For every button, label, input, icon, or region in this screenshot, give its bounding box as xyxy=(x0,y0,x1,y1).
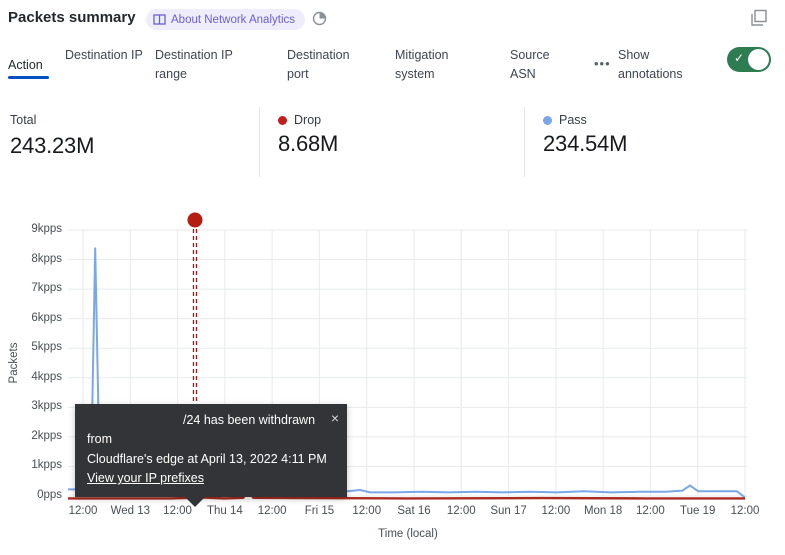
tab-destination-port[interactable]: Destination port xyxy=(287,48,350,81)
tab-action[interactable]: Action xyxy=(8,58,43,72)
stat-total: Total 243.23M xyxy=(10,113,94,159)
stat-total-value: 243.23M xyxy=(10,133,95,158)
about-badge-label: About Network Analytics xyxy=(171,13,296,26)
y-axis-label: Packets xyxy=(8,342,20,384)
annotation-text-line2: Cloudflare's edge at April 13, 2022 4:11… xyxy=(87,451,327,466)
toggle-knob xyxy=(748,49,769,70)
show-annotations-label: Show annotations xyxy=(618,48,683,81)
stat-divider xyxy=(259,107,260,177)
more-tabs-button[interactable]: ••• xyxy=(594,56,611,71)
annotation-tooltip: × /24 has been withdrawn from Cloudflare… xyxy=(75,404,347,507)
stat-pass-label: Pass xyxy=(559,113,587,127)
time-period-icon[interactable] xyxy=(312,11,327,31)
view-ip-prefixes-link[interactable]: View your IP prefixes xyxy=(87,471,204,486)
annotation-text-line1: /24 has been withdrawn from xyxy=(87,413,316,447)
check-icon: ✓ xyxy=(734,51,745,65)
close-icon[interactable]: × xyxy=(330,410,339,426)
about-network-analytics-badge[interactable]: About Network Analytics xyxy=(146,9,306,30)
tab-destination-ip-range[interactable]: Destination IP range xyxy=(155,48,233,81)
stat-pass: Pass 234.54M xyxy=(543,113,627,157)
tooltip-caret xyxy=(185,496,205,507)
drop-legend-dot xyxy=(278,115,287,125)
stat-drop-label: Drop xyxy=(294,113,322,127)
annotation-marker[interactable] xyxy=(187,212,203,228)
active-tab-underline xyxy=(8,76,49,79)
page-title: Packets summary xyxy=(8,9,136,26)
tab-destination-ip[interactable]: Destination IP xyxy=(65,48,143,62)
tab-mitigation-system[interactable]: Mitigation system xyxy=(395,48,449,81)
stat-pass-value: 234.54M xyxy=(543,131,628,156)
stat-drop: Drop 8.68M xyxy=(278,113,338,157)
expand-icon[interactable] xyxy=(750,9,768,32)
annotations-toggle[interactable]: ✓ xyxy=(727,47,771,72)
stat-drop-value: 8.68M xyxy=(278,131,339,156)
stat-total-label: Total xyxy=(10,113,37,127)
tab-source-asn[interactable]: Source ASN xyxy=(510,48,550,81)
book-icon xyxy=(153,14,166,25)
stat-divider xyxy=(524,107,525,177)
x-axis-label: Time (local) xyxy=(378,528,438,540)
pass-legend-dot xyxy=(543,115,552,125)
